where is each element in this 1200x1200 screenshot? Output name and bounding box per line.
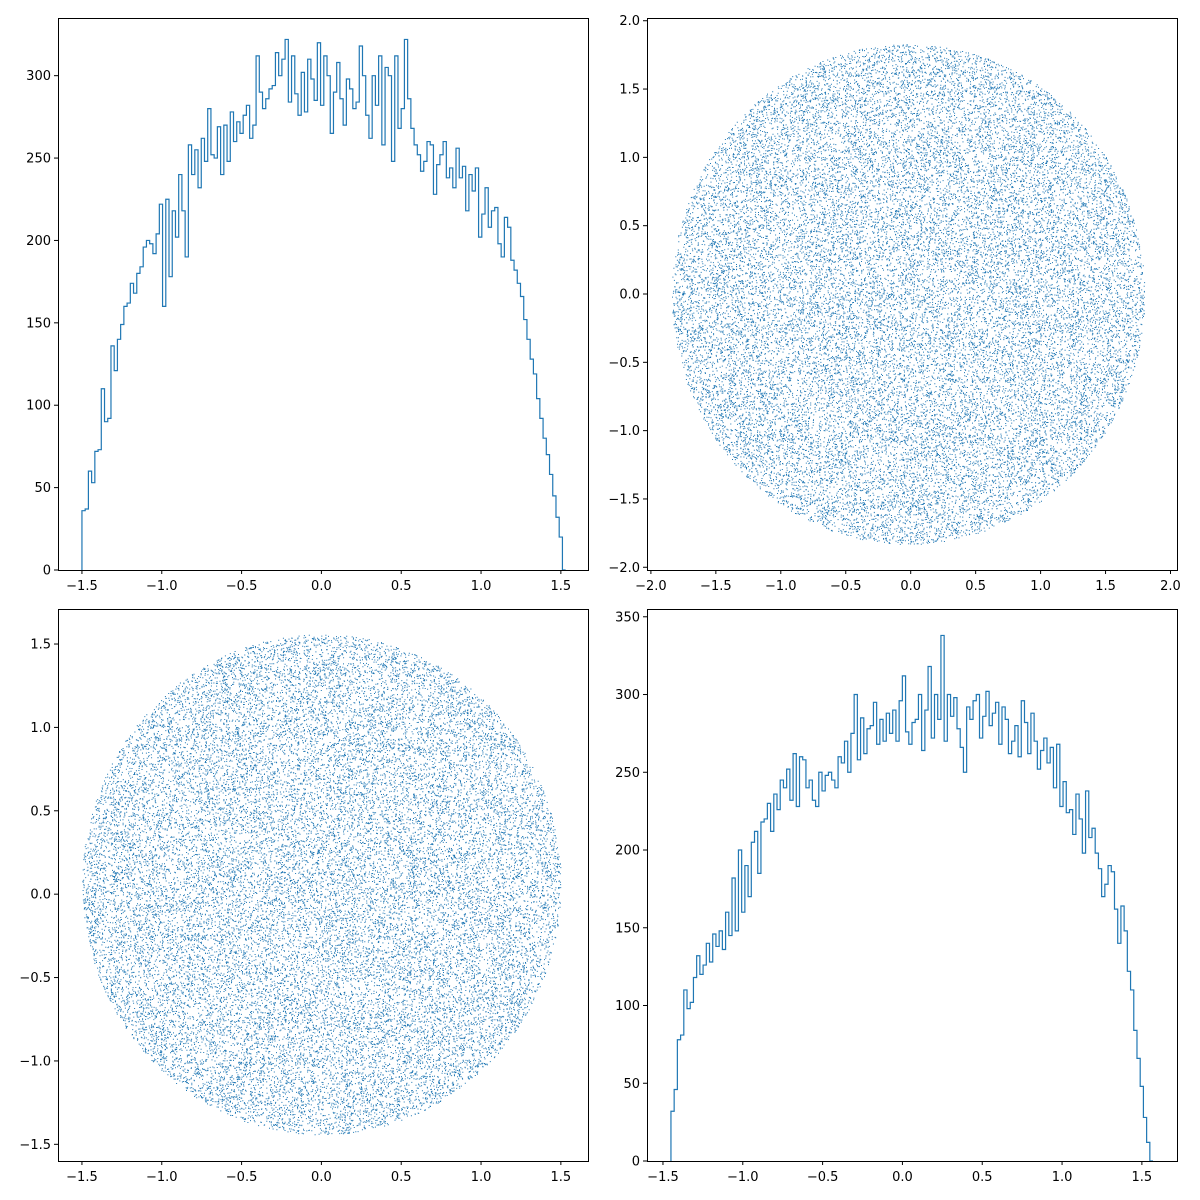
x-tick-label: −0.5 xyxy=(807,1170,839,1185)
y-tick-label: 50 xyxy=(34,481,51,496)
histogram-step-line xyxy=(670,634,1154,1161)
y-tick-label: 1.0 xyxy=(619,151,640,166)
x-tick-label: −1.0 xyxy=(765,579,797,594)
subplot-bottom-left: −1.5 −1.0 −0.5 0.0 0.5 1.0 1.5 −1.5 −1.0 −0.5 0.0 0… xyxy=(19,609,589,1185)
scatter-points xyxy=(672,44,1146,545)
y-tick-label: 200 xyxy=(615,844,640,859)
y-tick-label: 50 xyxy=(623,1077,640,1092)
x-tick-label: 0.5 xyxy=(972,1170,993,1185)
x-tick-label: 1.5 xyxy=(1095,579,1116,594)
y-tick-label: −1.0 xyxy=(608,424,640,439)
subplot-top-right: −2.0 −1.5 −1.0 −0.5 0.0 0.5 1.0 1.5 2.0 −2.0 −1.5 −… xyxy=(608,14,1180,594)
subplot-top-left: −1.5 −1.0 −0.5 0.0 0.5 1.0 1.5 0 50 100 150 200 250 3… xyxy=(26,18,589,594)
x-tick-label: −2.0 xyxy=(635,579,667,594)
y-tick-label: 250 xyxy=(26,152,51,167)
x-tick-label: 0.0 xyxy=(892,1170,913,1185)
y-tick-label: 1.5 xyxy=(30,638,51,653)
y-tick-label: −1.5 xyxy=(608,492,640,507)
y-tick-label: 300 xyxy=(26,69,51,84)
y-tick-label: 0.5 xyxy=(30,804,51,819)
x-tick-label: −1.0 xyxy=(146,579,178,594)
x-tick-label: 1.0 xyxy=(471,1170,492,1185)
y-tick-label: 0 xyxy=(632,1155,640,1170)
x-tick-label: −1.0 xyxy=(146,1170,178,1185)
x-tick-label: −1.0 xyxy=(727,1170,759,1185)
x-tick-label: −1.5 xyxy=(700,579,732,594)
x-tick-label: 0.5 xyxy=(391,579,412,594)
x-tick-label: −1.5 xyxy=(66,579,98,594)
y-tick-label: 0.5 xyxy=(619,219,640,234)
x-tick-label: 1.5 xyxy=(551,1170,572,1185)
y-tick-label: 2.0 xyxy=(619,14,640,29)
y-tick-label: 200 xyxy=(26,234,51,249)
y-tick-label: 0 xyxy=(43,564,51,579)
y-tick-label: 0.0 xyxy=(30,888,51,903)
x-tick-label: −0.5 xyxy=(830,579,862,594)
x-tick-label: 1.0 xyxy=(1030,579,1051,594)
x-tick-label: 1.0 xyxy=(471,579,492,594)
subplot-bottom-right: −1.5 −1.0 −0.5 0.0 0.5 1.0 1.5 0 50 100 150 200 250 3… xyxy=(615,609,1178,1185)
x-tick-label: 1.5 xyxy=(1132,1170,1153,1185)
x-tick-label: −0.5 xyxy=(226,1170,258,1185)
x-tick-label: 0.5 xyxy=(965,579,986,594)
axes-frame xyxy=(647,609,1178,1162)
y-tick-label: 100 xyxy=(615,999,640,1014)
x-tick-label: 0.0 xyxy=(311,1170,332,1185)
y-tick-label: −1.5 xyxy=(19,1138,51,1153)
y-tick-label: −1.0 xyxy=(19,1054,51,1069)
x-tick-label: −0.5 xyxy=(226,579,258,594)
histogram-series xyxy=(670,634,1154,1161)
x-tick-label: 1.5 xyxy=(551,579,572,594)
x-tick-label: −1.5 xyxy=(66,1170,98,1185)
y-tick-label: 1.5 xyxy=(619,83,640,98)
y-tick-label: 150 xyxy=(615,921,640,936)
y-tick-label: −2.0 xyxy=(608,561,640,576)
x-tick-label: 1.0 xyxy=(1052,1170,1073,1185)
y-tick-label: 150 xyxy=(26,316,51,331)
x-tick-label: 2.0 xyxy=(1160,579,1181,594)
y-tick-label: 100 xyxy=(26,399,51,414)
y-tick-label: 300 xyxy=(615,688,640,703)
histogram-step-line xyxy=(81,38,566,570)
axes-frame xyxy=(58,609,589,1162)
axes-frame xyxy=(58,18,589,571)
x-tick-label: 0.0 xyxy=(900,579,921,594)
y-tick-label: −0.5 xyxy=(608,356,640,371)
y-tick-label: 350 xyxy=(615,610,640,625)
y-tick-label: 0.0 xyxy=(619,288,640,303)
scatter-series xyxy=(672,44,1146,545)
y-tick-label: 1.0 xyxy=(30,721,51,736)
histogram-series xyxy=(81,38,566,570)
y-tick-label: −0.5 xyxy=(19,971,51,986)
x-tick-label: 0.0 xyxy=(311,579,332,594)
axes-frame xyxy=(647,18,1178,571)
y-tick-label: 250 xyxy=(615,766,640,781)
x-tick-label: 0.5 xyxy=(391,1170,412,1185)
x-tick-label: −1.5 xyxy=(647,1170,679,1185)
